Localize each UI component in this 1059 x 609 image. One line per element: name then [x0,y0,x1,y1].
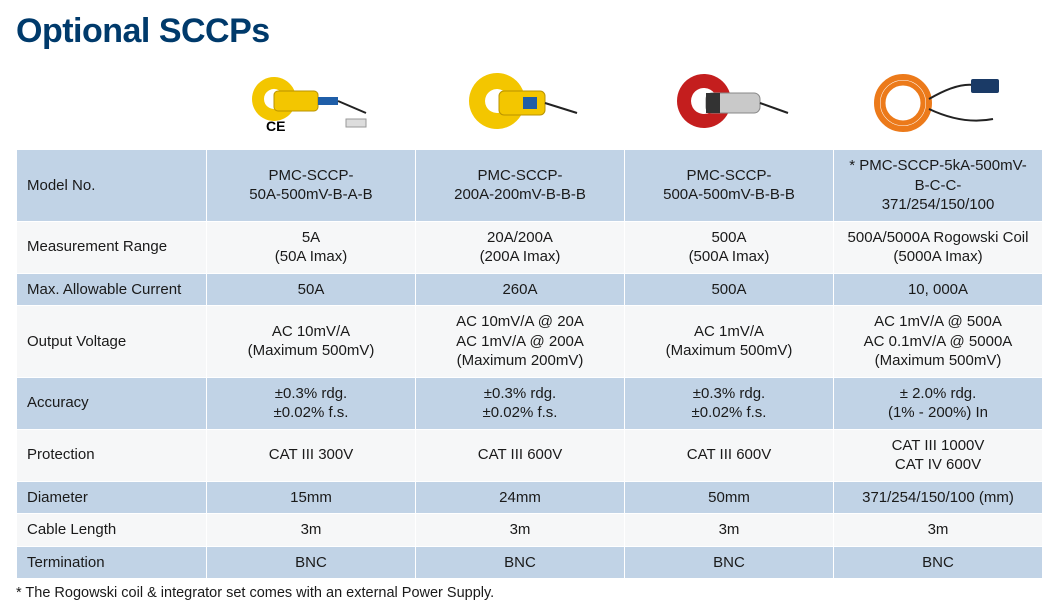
clamp-50a-icon: CE [246,69,376,137]
cell: CAT III 600V [416,429,625,481]
cell: * PMC-SCCP-5kA-500mV-B-C-C-371/254/150/1… [834,150,1043,222]
cell: 5A(50A Imax) [207,221,416,273]
cell: 3m [834,514,1043,547]
cell: BNC [834,546,1043,579]
svg-text:CE: CE [266,118,285,134]
cell: ±0.3% rdg.±0.02% f.s. [416,377,625,429]
header-blank [17,60,207,150]
product-image-4 [834,60,1043,150]
cell: 500A(500A Imax) [625,221,834,273]
cell: 3m [625,514,834,547]
row-label: Model No. [17,150,207,222]
clamp-500a-icon [664,69,794,137]
cell: ±0.3% rdg.±0.02% f.s. [207,377,416,429]
cell: 50A [207,273,416,306]
table-row: Protection CAT III 300V CAT III 600V CAT… [17,429,1043,481]
rogowski-coil-icon [863,69,1013,137]
cell: PMC-SCCP-50A-500mV-B-A-B [207,150,416,222]
clamp-200a-icon [455,69,585,137]
row-label: Measurement Range [17,221,207,273]
cell: 500A/5000A Rogowski Coil(5000A Imax) [834,221,1043,273]
page-title: Optional SCCPs [16,12,1043,51]
cell: 3m [207,514,416,547]
row-label: Cable Length [17,514,207,547]
cell: AC 1mV/A @ 500AAC 0.1mV/A @ 5000A(Maximu… [834,306,1043,378]
cell: 50mm [625,481,834,514]
row-label: Output Voltage [17,306,207,378]
spec-table: CE [16,59,1043,579]
cell: AC 1mV/A(Maximum 500mV) [625,306,834,378]
product-image-1: CE [207,60,416,150]
table-row: Output Voltage AC 10mV/A(Maximum 500mV) … [17,306,1043,378]
cell: BNC [625,546,834,579]
cell: BNC [416,546,625,579]
cell: ± 2.0% rdg.(1% - 200%) In [834,377,1043,429]
cell: CAT III 300V [207,429,416,481]
footnote-text: * The Rogowski coil & integrator set com… [16,585,1043,601]
cell: AC 10mV/A @ 20AAC 1mV/A @ 200A(Maximum 2… [416,306,625,378]
table-row: Measurement Range 5A(50A Imax) 20A/200A(… [17,221,1043,273]
product-image-2 [416,60,625,150]
cell: 500A [625,273,834,306]
table-row: Accuracy ±0.3% rdg.±0.02% f.s. ±0.3% rdg… [17,377,1043,429]
row-label: Termination [17,546,207,579]
row-label: Protection [17,429,207,481]
table-row: Max. Allowable Current 50A 260A 500A 10,… [17,273,1043,306]
cell: 24mm [416,481,625,514]
table-row: Termination BNC BNC BNC BNC [17,546,1043,579]
table-row: Model No. PMC-SCCP-50A-500mV-B-A-B PMC-S… [17,150,1043,222]
row-label: Diameter [17,481,207,514]
cell: ±0.3% rdg.±0.02% f.s. [625,377,834,429]
table-row: Cable Length 3m 3m 3m 3m [17,514,1043,547]
cell: 371/254/150/100 (mm) [834,481,1043,514]
cell: 20A/200A(200A Imax) [416,221,625,273]
cell: AC 10mV/A(Maximum 500mV) [207,306,416,378]
row-label: Max. Allowable Current [17,273,207,306]
cell: BNC [207,546,416,579]
cell: 15mm [207,481,416,514]
cell: 3m [416,514,625,547]
table-row: Diameter 15mm 24mm 50mm 371/254/150/100 … [17,481,1043,514]
row-label: Accuracy [17,377,207,429]
cell: PMC-SCCP-200A-200mV-B-B-B [416,150,625,222]
cell: PMC-SCCP-500A-500mV-B-B-B [625,150,834,222]
cell: 10, 000A [834,273,1043,306]
cell: CAT III 1000VCAT IV 600V [834,429,1043,481]
product-image-3 [625,60,834,150]
cell: CAT III 600V [625,429,834,481]
cell: 260A [416,273,625,306]
